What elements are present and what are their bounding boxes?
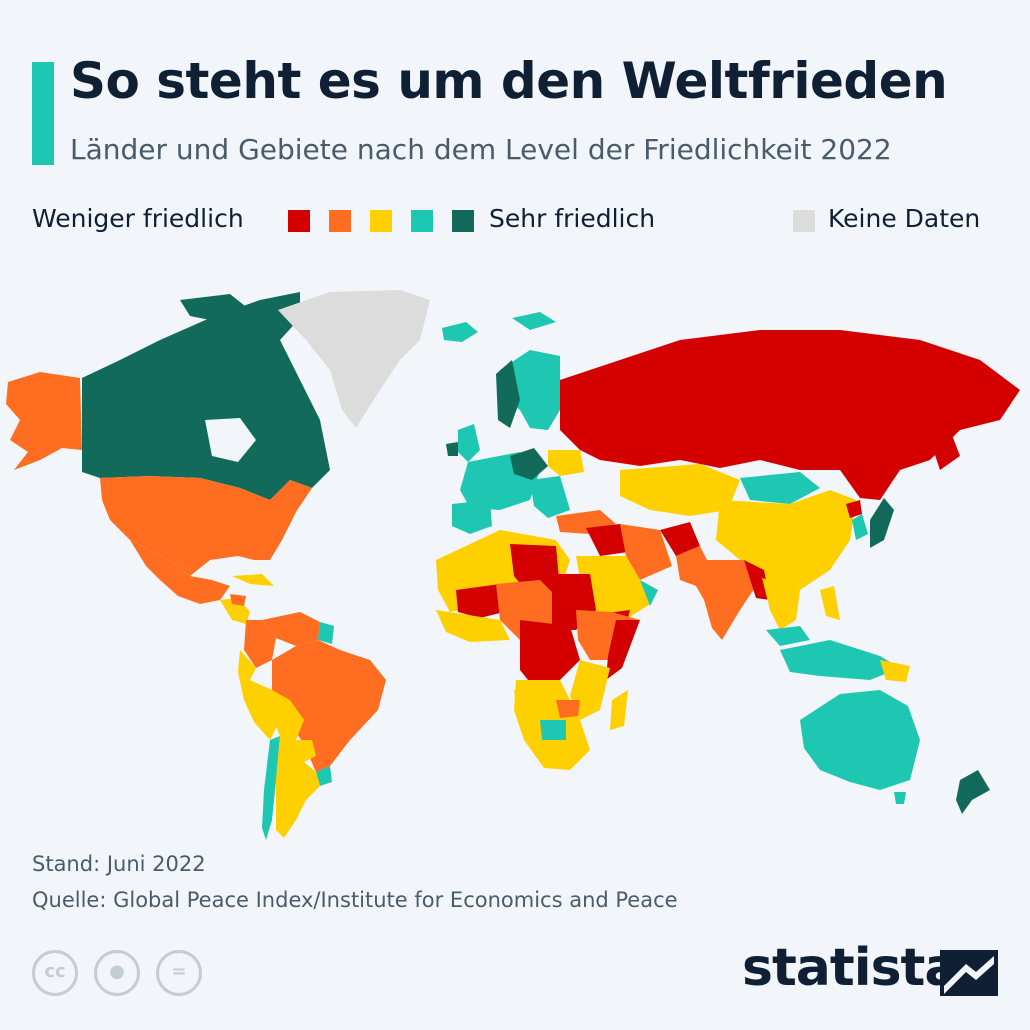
region-brazil	[272, 640, 386, 772]
statista-logo-text[interactable]: statista	[742, 938, 959, 998]
region-greenland	[278, 290, 430, 428]
region-mali	[456, 584, 504, 618]
region-colombia	[244, 620, 276, 668]
footer-stand: Stand: Juni 2022	[32, 852, 206, 876]
legend-very-peaceful-label: Sehr friedlich	[489, 204, 656, 233]
region-australia	[800, 690, 920, 790]
region-zambia	[556, 700, 580, 718]
region-ecuador	[238, 650, 256, 680]
region-mongolia	[740, 472, 820, 504]
region-usa	[100, 476, 312, 576]
legend-swatch-nodata	[793, 210, 815, 232]
region-norway	[496, 360, 520, 428]
region-paraguay	[296, 740, 316, 762]
region-afghanistan	[660, 522, 700, 556]
legend-less-peaceful-label: Weniger friedlich	[32, 204, 244, 233]
region-venezuela	[262, 612, 320, 646]
region-tasmania	[894, 792, 906, 804]
region-syria-iraq	[586, 524, 628, 556]
region-iran	[620, 524, 672, 580]
region-kazakhstan	[620, 464, 740, 516]
region-madagascar	[610, 690, 628, 730]
legend-nodata-label: Keine Daten	[828, 204, 981, 233]
region-indonesia	[780, 640, 900, 680]
region-bolivia	[272, 690, 304, 740]
region-japan	[870, 498, 894, 548]
page-subtitle: Länder und Gebiete nach dem Level der Fr…	[70, 133, 892, 166]
region-guyana	[318, 622, 334, 644]
region-argentina	[276, 736, 320, 838]
region-myanmar	[744, 560, 770, 600]
region-canada	[82, 292, 330, 500]
region-russia	[560, 330, 1020, 500]
region-central-africa	[520, 620, 580, 690]
region-peru	[238, 672, 280, 740]
region-cuba	[232, 574, 274, 586]
region-iceland	[442, 322, 478, 342]
region-botswana	[540, 720, 566, 740]
region-uruguay	[316, 766, 332, 786]
region-sea-mainland	[762, 578, 800, 630]
region-ireland	[446, 442, 458, 456]
footer-source: Quelle: Global Peace Index/Institute for…	[32, 888, 678, 912]
region-hudson-bay	[205, 418, 256, 462]
region-philippines	[820, 586, 840, 620]
region-iberia	[452, 500, 492, 534]
region-alaska	[6, 372, 82, 470]
world-map	[6, 290, 1020, 840]
accent-bar	[32, 62, 54, 165]
region-scandinavia	[500, 350, 560, 430]
region-east-africa	[570, 660, 610, 720]
region-honduras	[230, 594, 246, 606]
region-korea	[852, 514, 868, 540]
region-kamchatka	[930, 430, 960, 470]
legend-swatch-1	[288, 210, 310, 232]
region-balkans	[530, 476, 570, 518]
region-uk	[458, 424, 480, 462]
region-new-zealand	[956, 770, 990, 814]
region-west-africa	[436, 610, 510, 642]
region-chile	[262, 736, 280, 840]
legend: Weniger friedlich Sehr friedlich Keine D…	[32, 202, 998, 238]
region-north-korea	[846, 500, 862, 518]
legend-swatch-3	[370, 210, 392, 232]
region-mexico	[130, 540, 230, 604]
region-png	[880, 660, 910, 682]
region-canada-islands	[180, 294, 250, 322]
statista-logo-icon	[940, 950, 998, 996]
cc-icon[interactable]: cc	[32, 950, 78, 996]
region-ukraine	[548, 450, 584, 476]
legend-swatch-5	[452, 210, 474, 232]
region-oman	[640, 580, 658, 606]
by-icon[interactable]: ●	[94, 950, 140, 996]
region-somalia	[606, 620, 640, 680]
region-svalbard	[512, 312, 556, 330]
region-malaysia	[766, 626, 810, 646]
region-central-europe	[510, 448, 548, 480]
nd-icon[interactable]: =	[156, 950, 202, 996]
page-title: So steht es um den Weltfrieden	[70, 52, 948, 110]
region-angola	[514, 690, 552, 720]
legend-swatch-2	[329, 210, 351, 232]
legend-swatch-4	[411, 210, 433, 232]
region-india	[696, 560, 760, 640]
